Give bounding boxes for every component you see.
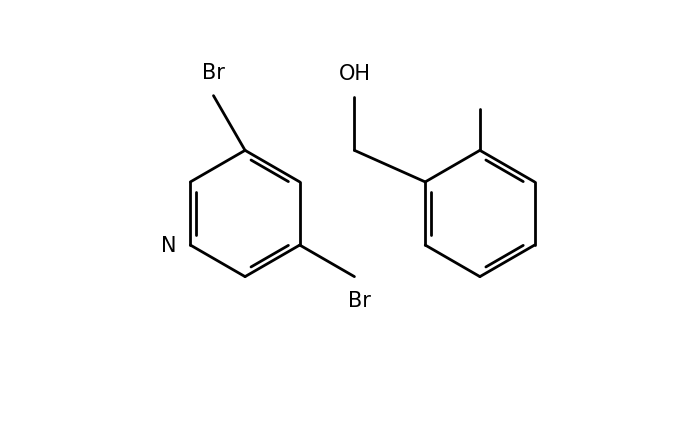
Text: Br: Br xyxy=(347,291,371,311)
Text: Br: Br xyxy=(202,63,225,83)
Text: OH: OH xyxy=(339,63,371,83)
Text: N: N xyxy=(161,236,176,256)
